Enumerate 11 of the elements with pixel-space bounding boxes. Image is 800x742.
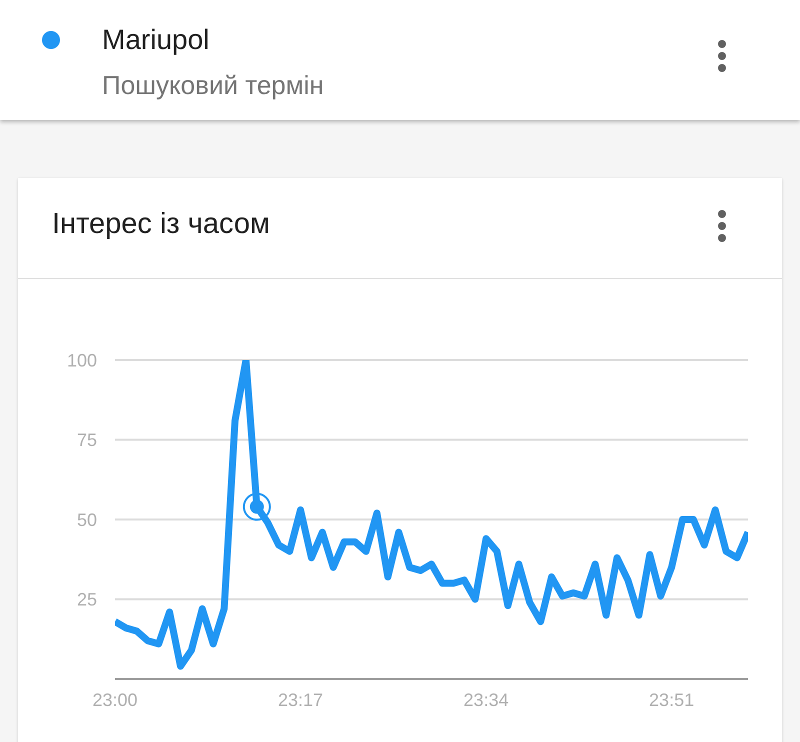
x-tick-label: 23:34 — [464, 690, 509, 710]
text: Пошуковий термін — [102, 70, 324, 101]
y-tick-label: 100 — [66, 350, 97, 370]
legend-label: Mariupol — [102, 24, 210, 56]
x-tick-label: 23:51 — [649, 690, 694, 710]
y-tick-label: 75 — [76, 430, 97, 450]
x-tick-label: 23:00 — [92, 690, 138, 710]
y-tick-label: 25 — [76, 590, 97, 610]
y-tick-label: 50 — [76, 510, 97, 530]
x-tick-label: 23:17 — [278, 690, 324, 710]
chart-title: Інтерес із часом — [52, 208, 270, 241]
